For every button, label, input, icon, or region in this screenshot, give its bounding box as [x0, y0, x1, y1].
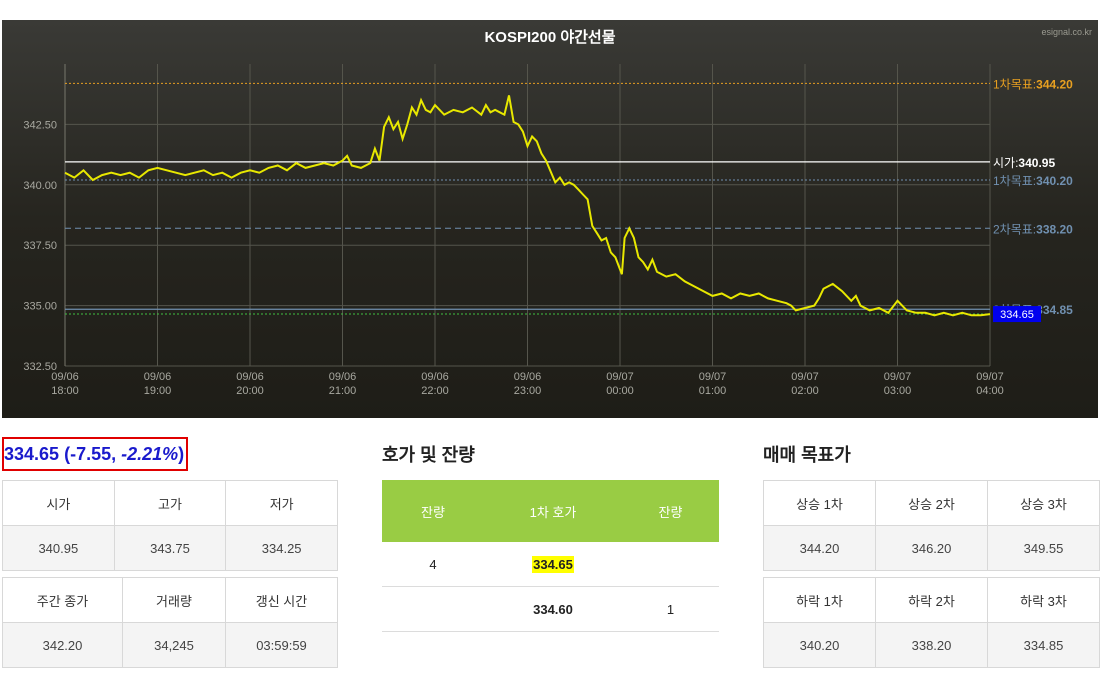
orderbook-row1-left: 4 [382, 542, 484, 587]
chart-watermark: esignal.co.kr [1041, 27, 1092, 37]
x-tick-label: 09/07 [884, 371, 912, 383]
x-tick-label: 09/06 [514, 371, 542, 383]
reference-label: 2차목표:338.20 [993, 222, 1073, 236]
x-tick-label: 19:00 [144, 385, 172, 397]
x-tick-label: 09/06 [51, 371, 79, 383]
value-update-time: 03:59:59 [225, 622, 338, 668]
down-targets-table: 하락 1차 하락 2차 하락 3차 340.20 338.20 334.85 [763, 577, 1100, 668]
chart-title: KOSPI200 야간선물 [484, 29, 615, 46]
x-tick-label: 03:00 [884, 385, 912, 397]
x-tick-label: 09/06 [421, 371, 449, 383]
price-change-close: ) [178, 444, 185, 464]
orderbook-title: 호가 및 잔량 [382, 445, 475, 465]
x-tick-label: 21:00 [329, 385, 357, 397]
x-tick-label: 02:00 [791, 385, 819, 397]
header-update-time: 갱신 시간 [225, 577, 338, 623]
chart-background [2, 20, 1098, 418]
reference-label: 시가:340.95 [993, 156, 1055, 170]
x-tick-label: 09/06 [144, 371, 172, 383]
y-tick-label: 340.00 [23, 180, 57, 192]
value-low: 334.25 [225, 525, 338, 571]
targets-title: 매매 목표가 [763, 445, 851, 465]
current-price-box: 334.65 (-7.55, -2.21%) [2, 437, 188, 471]
value-high: 343.75 [113, 525, 227, 571]
orderbook-row1-right [622, 542, 719, 587]
x-tick-label: 09/07 [606, 371, 634, 383]
orderbook-table: 잔량 1차 호가 잔량 4 334.65 334.60 1 [382, 480, 719, 632]
value-up-1: 344.20 [763, 525, 876, 571]
header-up-1: 상승 1차 [763, 480, 876, 526]
x-tick-label: 09/06 [329, 371, 357, 383]
orderbook-header-price: 1차 호가 [484, 480, 622, 542]
current-price-marker [993, 306, 1041, 323]
reference-label: 1차목표:344.20 [993, 77, 1073, 91]
x-tick-label: 09/07 [976, 371, 1004, 383]
value-up-2: 346.20 [875, 525, 988, 571]
x-tick-label: 22:00 [421, 385, 449, 397]
current-price-label: 334.65 [1000, 309, 1034, 321]
x-tick-label: 23:00 [514, 385, 542, 397]
header-down-2: 하락 2차 [875, 577, 988, 623]
y-tick-label: 337.50 [23, 240, 57, 252]
orderbook-header-left: 잔량 [382, 480, 484, 542]
chart-svg: KOSPI200 야간선물 esignal.co.kr 09/06 18:00 09/0… [2, 20, 1098, 418]
x-tick-label: 20:00 [236, 385, 264, 397]
price-line [64, 95, 991, 317]
orderbook-row: 334.60 1 [382, 586, 719, 632]
value-down-2: 338.20 [875, 622, 988, 668]
value-down-3: 334.85 [987, 622, 1100, 668]
x-tick-label: 00:00 [606, 385, 634, 397]
current-price: 334.65 [4, 444, 60, 464]
info-table: 주간 종가 거래량 갱신 시간 342.20 34,245 03:59:59 [2, 577, 338, 668]
header-down-1: 하락 1차 [763, 577, 876, 623]
header-day-close: 주간 종가 [2, 577, 123, 623]
y-tick-label: 342.50 [23, 119, 57, 131]
header-low: 저가 [225, 480, 338, 526]
orderbook-row2-price: 334.60 [533, 601, 573, 617]
header-up-3: 상승 3차 [987, 480, 1100, 526]
orderbook-row2-left [382, 586, 484, 632]
value-up-3: 349.55 [987, 525, 1100, 571]
price-change: (-7.55, -2.21%) [64, 444, 184, 464]
x-tick-label: 09/07 [791, 371, 819, 383]
orderbook-row1-price: 334.65 [532, 555, 574, 573]
header-down-3: 하락 3차 [987, 577, 1100, 623]
price-change-percent: -2.21% [121, 444, 179, 464]
value-day-close: 342.20 [2, 622, 123, 668]
x-tick-label: 04:00 [976, 385, 1004, 397]
price-change-points: (-7.55, [64, 444, 122, 464]
header-open: 시가 [2, 480, 115, 526]
orderbook-header-right: 잔량 [622, 480, 719, 542]
x-tick-label: 01:00 [699, 385, 727, 397]
x-tick-label: 18:00 [51, 385, 79, 397]
y-tick-label: 332.50 [23, 361, 57, 373]
reference-label: 1차목표:340.20 [993, 174, 1073, 188]
x-tick-label: 09/07 [699, 371, 727, 383]
value-volume: 34,245 [122, 622, 226, 668]
value-down-1: 340.20 [763, 622, 876, 668]
header-high: 고가 [113, 480, 227, 526]
header-volume: 거래량 [122, 577, 226, 623]
orderbook-row2-price-cell: 334.60 [484, 586, 622, 632]
header-up-2: 상승 2차 [875, 480, 988, 526]
up-targets-table: 상승 1차 상승 2차 상승 3차 344.20 346.20 349.55 [763, 480, 1100, 571]
orderbook-row1-price-cell: 334.65 [484, 542, 622, 587]
x-tick-label: 09/06 [236, 371, 264, 383]
orderbook-row2-right: 1 [622, 586, 719, 632]
futures-chart: KOSPI200 야간선물 esignal.co.kr 09/06 18:00 09/0… [2, 20, 1098, 418]
value-open: 340.95 [2, 525, 115, 571]
y-tick-label: 335.00 [23, 301, 57, 313]
price-table: 시가 고가 저가 340.95 343.75 334.25 [2, 480, 338, 571]
orderbook-row: 4 334.65 [382, 542, 719, 587]
